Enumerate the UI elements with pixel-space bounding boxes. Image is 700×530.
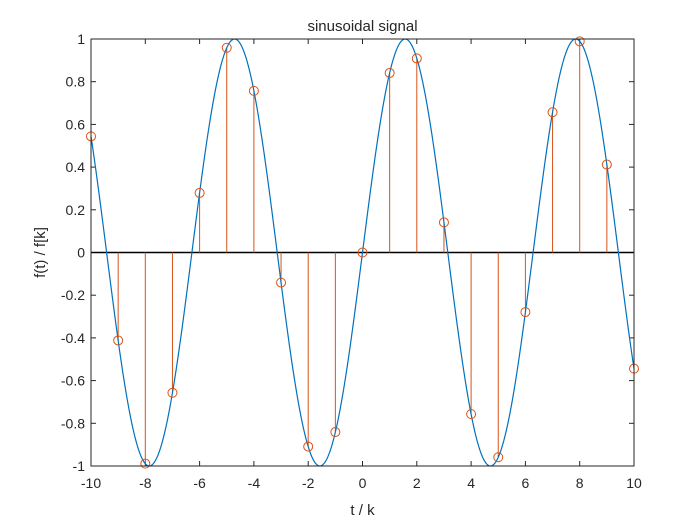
y-tick-label: -0.8 <box>61 415 85 431</box>
stem-marker <box>357 247 368 258</box>
stem-marker <box>520 307 531 318</box>
y-tick-label: -0.6 <box>61 373 85 389</box>
stem-marker <box>221 42 232 53</box>
stem-marker <box>493 452 504 463</box>
stem-marker <box>574 36 585 47</box>
stem-marker <box>303 441 314 452</box>
x-tick-label: 2 <box>413 475 421 491</box>
continuous-curve <box>90 38 635 467</box>
y-tick-label: -0.4 <box>61 330 85 346</box>
y-axis-label: f(t) / f[k] <box>32 227 49 278</box>
continuous-series <box>90 38 635 467</box>
stem-marker <box>140 458 151 469</box>
stem-marker <box>547 107 558 118</box>
stem-marker <box>601 159 612 170</box>
x-tick-label: 10 <box>626 475 642 491</box>
stem-marker <box>194 187 205 198</box>
stem-marker <box>276 277 287 288</box>
stem-marker <box>113 335 124 346</box>
x-tick-labels: -10 -8 -6 -4 -2 0 2 4 6 8 10 <box>81 475 642 491</box>
x-axis-label: t / k <box>350 502 375 519</box>
y-tick-label: -0.2 <box>61 287 85 303</box>
y-tick-label: 1 <box>77 31 85 47</box>
stem-series <box>90 41 635 464</box>
y-tick-label: 0 <box>77 245 85 261</box>
x-tick-label: -6 <box>193 475 206 491</box>
chart-title: sinusoidal signal <box>307 18 417 35</box>
x-tick-label: -2 <box>302 475 315 491</box>
y-tick-label: -1 <box>73 458 86 474</box>
x-tick-label: -10 <box>81 475 101 491</box>
x-tick-label: -8 <box>139 475 152 491</box>
x-tick-label: -4 <box>248 475 261 491</box>
stem-marker <box>438 217 449 228</box>
x-tick-label: 4 <box>467 475 475 491</box>
y-tick-label: 0.6 <box>66 116 86 132</box>
x-tick-label: 0 <box>359 475 367 491</box>
y-tick-labels: -1 -0.8 -0.6 -0.4 -0.2 0 0.2 0.4 0.6 0.8 1 <box>61 31 85 474</box>
x-tick-label: 6 <box>522 475 530 491</box>
stem-marker <box>411 53 422 64</box>
stem-marker <box>330 427 341 438</box>
stem-marker <box>167 387 178 398</box>
stem-marker <box>248 85 259 96</box>
x-tick-label: 8 <box>576 475 584 491</box>
y-tick-label: 0.2 <box>66 202 86 218</box>
y-tick-label: 0.8 <box>66 74 86 90</box>
y-tick-label: 0.4 <box>66 159 86 175</box>
stem-marker <box>384 67 395 78</box>
axes-box <box>90 38 635 467</box>
stem-marker <box>466 409 477 420</box>
